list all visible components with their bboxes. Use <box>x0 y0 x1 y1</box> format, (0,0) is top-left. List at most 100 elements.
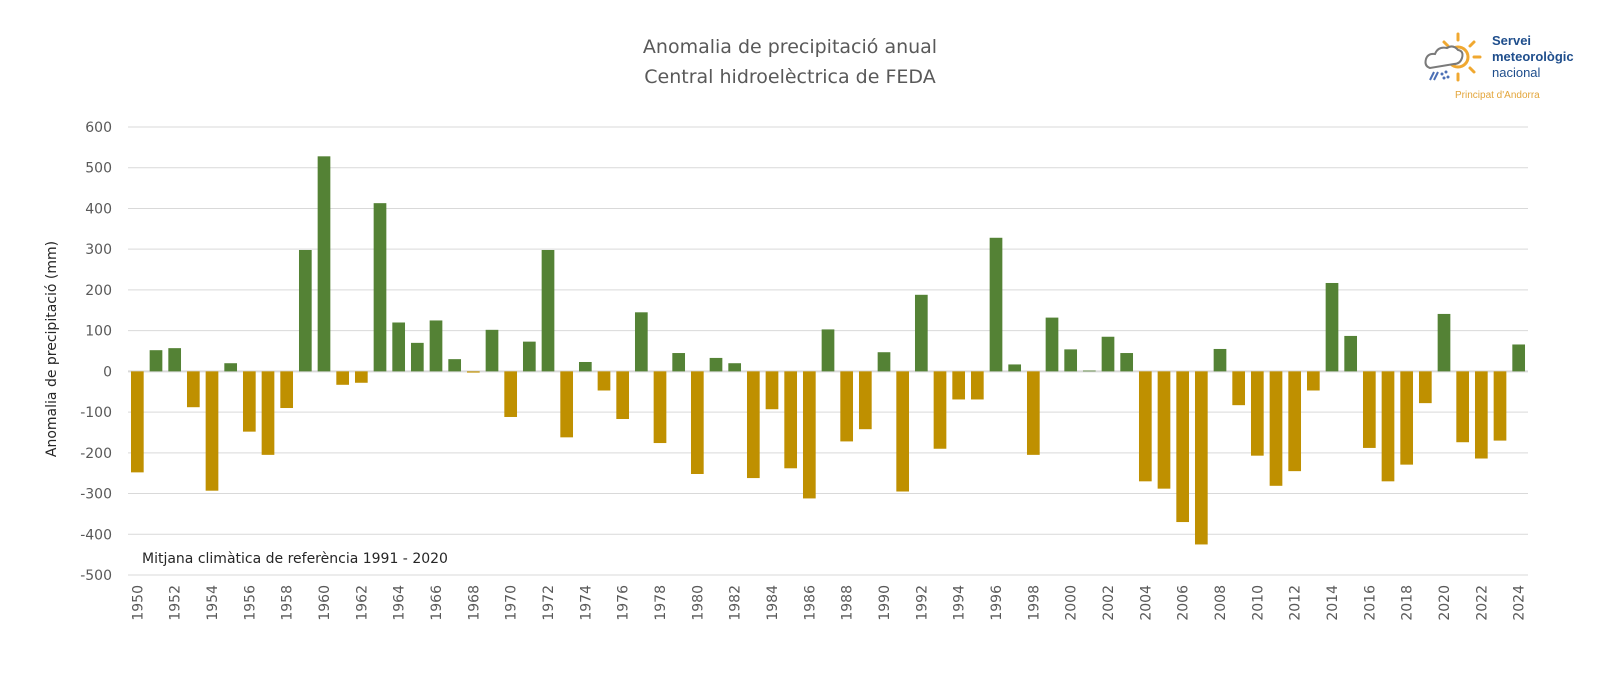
bar-2008 <box>1213 348 1227 372</box>
logo <box>1420 30 1590 110</box>
x-tick-label: 1996 <box>989 585 1005 621</box>
x-tick-label: 2008 <box>1213 585 1229 621</box>
x-tick-label: 1972 <box>541 585 557 621</box>
x-tick-label: 2012 <box>1288 585 1304 621</box>
x-tick-label: 1962 <box>354 585 370 621</box>
x-tick-label: 2006 <box>1176 585 1192 621</box>
x-tick-label: 1958 <box>280 585 296 621</box>
bar-1980 <box>690 371 704 474</box>
weather-logo-icon <box>1424 32 1482 82</box>
bar-2006 <box>1176 371 1190 523</box>
x-tick-label: 2020 <box>1437 585 1453 621</box>
bar-2011 <box>1269 371 1283 486</box>
bar-1983 <box>746 371 760 479</box>
bar-2015 <box>1344 335 1358 372</box>
bar-1970 <box>504 371 518 417</box>
x-tick-label: 1952 <box>168 585 184 621</box>
bar-2000 <box>1064 349 1078 372</box>
x-tick-label: 2022 <box>1474 585 1490 621</box>
bar-1989 <box>858 371 872 430</box>
x-tick-label: 2002 <box>1101 585 1117 621</box>
bar-1972 <box>541 249 555 372</box>
chart-subtitle: Central hidroelèctrica de FEDA <box>644 66 935 88</box>
y-tick-label: 500 <box>85 161 112 177</box>
y-tick-label: -400 <box>80 527 112 543</box>
bar-2019 <box>1418 371 1432 404</box>
x-tick-label: 2018 <box>1400 585 1416 621</box>
bar-1951 <box>149 350 163 372</box>
x-tick-label: 1992 <box>914 585 930 621</box>
bar-2012 <box>1288 371 1302 472</box>
x-tick-label: 1966 <box>429 585 445 621</box>
x-tick-label: 1988 <box>840 585 856 621</box>
bar-2014 <box>1325 282 1339 372</box>
bar-1981 <box>709 357 723 372</box>
y-axis-ticks: 600 500 400 300 200 100 0 -100 -200 -300 -400 -500 <box>80 120 112 584</box>
bar-1958 <box>280 371 294 409</box>
x-tick-label: 1954 <box>205 585 221 621</box>
x-tick-label: 1970 <box>504 585 520 621</box>
bar-1953 <box>186 371 200 408</box>
x-tick-label: 2024 <box>1512 585 1528 621</box>
x-tick-label: 1960 <box>317 585 333 621</box>
bar-1994 <box>952 371 966 400</box>
bar-1974 <box>578 361 592 372</box>
bar-1971 <box>522 341 536 372</box>
bar-1978 <box>653 371 667 444</box>
x-tick-label: 1976 <box>616 585 632 621</box>
x-tick-label: 2014 <box>1325 585 1341 621</box>
bar-1997 <box>1008 364 1022 372</box>
bar-1991 <box>896 371 910 492</box>
bar-2010 <box>1250 371 1264 456</box>
x-tick-label: 1990 <box>877 585 893 621</box>
bar-1955 <box>224 363 238 372</box>
x-tick-label: 1980 <box>690 585 706 621</box>
bar-1963 <box>373 203 387 372</box>
bar-2024 <box>1512 344 1526 372</box>
y-tick-label: -300 <box>80 487 112 503</box>
bar-1973 <box>560 371 574 438</box>
bar-2017 <box>1381 371 1395 482</box>
bar-2007 <box>1194 371 1208 545</box>
x-tick-label: 1956 <box>242 585 258 621</box>
bar-2005 <box>1157 371 1171 489</box>
bar-1985 <box>784 371 798 469</box>
bar-1979 <box>672 353 686 372</box>
bar-1964 <box>392 322 406 372</box>
bar-2018 <box>1400 371 1414 465</box>
reference-note: Mitjana climàtica de referència 1991 - 2… <box>142 551 448 567</box>
bar-1993 <box>933 371 947 449</box>
bar-2003 <box>1120 353 1134 372</box>
x-tick-label: 1982 <box>728 585 744 621</box>
x-axis-ticks: 1950 1952 1954 1956 1958 1960 1962 1964 1966 1968… <box>130 585 1527 621</box>
bar-1950 <box>130 371 144 473</box>
bar-1962 <box>354 371 368 383</box>
logo-text: Servei meteorològic nacional <box>1492 33 1574 81</box>
bar-1987 <box>821 329 835 372</box>
bar-1990 <box>877 352 891 372</box>
y-tick-label: 0 <box>103 364 112 380</box>
bar-2023 <box>1493 371 1507 441</box>
bar-1968 <box>466 371 480 373</box>
logo-line1: Servei <box>1492 33 1532 48</box>
bar-1960 <box>317 156 331 372</box>
bar-1998 <box>1026 371 1040 455</box>
bar-1967 <box>448 359 462 372</box>
bar-2016 <box>1362 371 1376 448</box>
y-tick-label: -500 <box>80 568 112 584</box>
x-tick-label: 1998 <box>1026 585 1042 621</box>
logo-subtitle: Principat d'Andorra <box>1455 90 1540 101</box>
bar-2013 <box>1306 371 1320 391</box>
bar-1976 <box>616 371 630 420</box>
bars <box>130 156 1526 545</box>
x-tick-label: 1974 <box>578 585 594 621</box>
bar-2002 <box>1101 336 1115 372</box>
bar-2001 <box>1082 370 1096 372</box>
bar-1957 <box>261 371 275 455</box>
x-tick-label: 2004 <box>1138 585 1154 621</box>
x-tick-label: 1986 <box>802 585 818 621</box>
bar-1986 <box>802 371 816 499</box>
y-tick-label: 300 <box>85 242 112 258</box>
x-tick-label: 1964 <box>392 585 408 621</box>
x-tick-label: 2000 <box>1064 585 1080 621</box>
